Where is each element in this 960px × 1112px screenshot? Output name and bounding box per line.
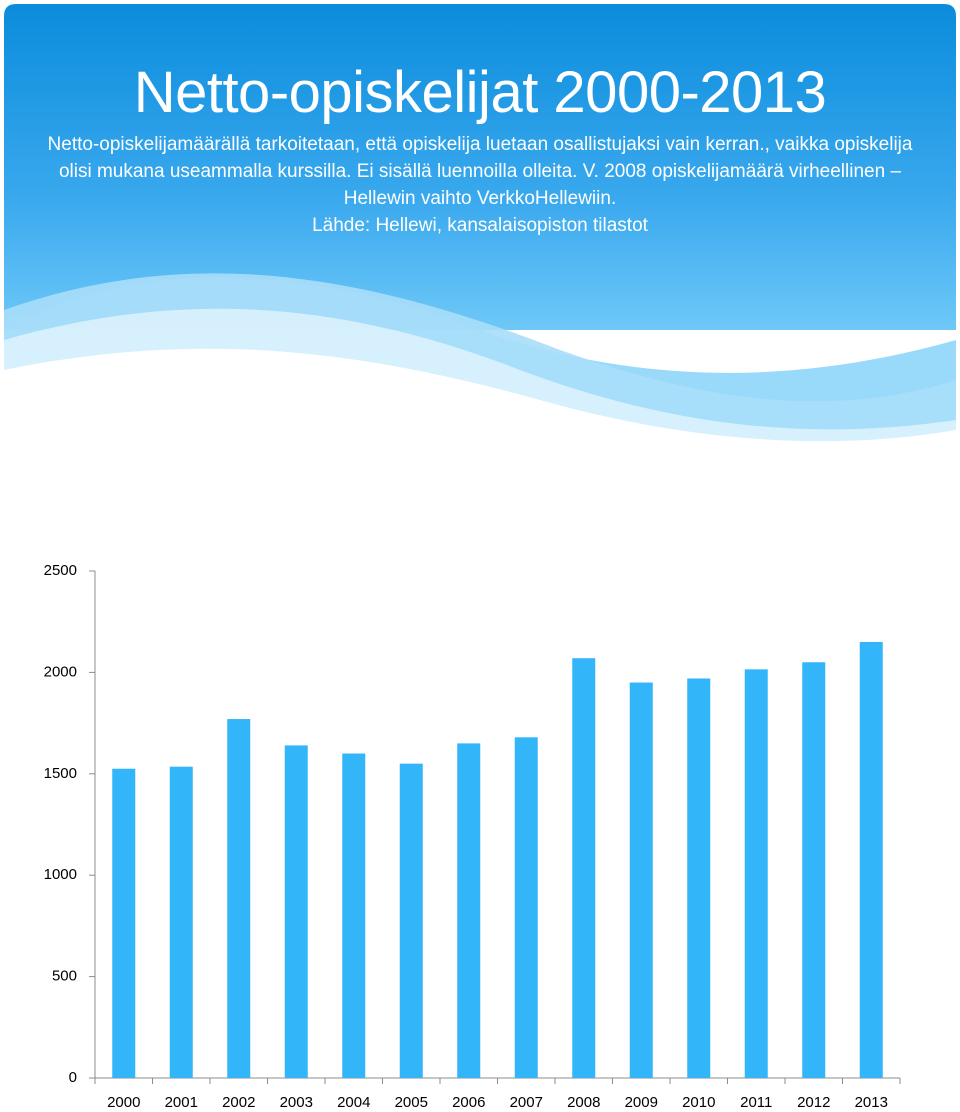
x-tick-label: 2008 bbox=[567, 1094, 600, 1111]
bar bbox=[399, 763, 423, 1078]
x-tick-label: 2000 bbox=[107, 1094, 140, 1111]
bar bbox=[284, 745, 308, 1078]
y-tick-label: 500 bbox=[52, 968, 77, 985]
bar bbox=[169, 766, 193, 1078]
chart-title: Netto-opiskelijat 2000-2013 bbox=[133, 60, 827, 125]
x-tick-label: 2009 bbox=[625, 1094, 658, 1111]
bar bbox=[629, 682, 653, 1078]
bar bbox=[227, 719, 251, 1078]
y-tick-label: 2500 bbox=[44, 562, 77, 579]
bar bbox=[514, 737, 538, 1078]
bar bbox=[112, 768, 136, 1078]
x-tick-label: 2013 bbox=[855, 1094, 888, 1111]
x-tick-label: 2001 bbox=[165, 1094, 198, 1111]
bar bbox=[342, 753, 366, 1078]
bar bbox=[457, 743, 481, 1078]
bar bbox=[859, 641, 883, 1078]
x-tick-label: 2006 bbox=[452, 1094, 485, 1111]
y-tick-label: 1000 bbox=[44, 866, 77, 883]
x-tick-label: 2003 bbox=[280, 1094, 313, 1111]
bar bbox=[687, 678, 711, 1078]
x-tick-label: 2010 bbox=[682, 1094, 715, 1111]
y-tick-label: 1500 bbox=[44, 765, 77, 782]
bar bbox=[744, 669, 768, 1078]
bar bbox=[572, 658, 596, 1078]
x-tick-label: 2005 bbox=[395, 1094, 428, 1111]
bar bbox=[802, 662, 826, 1078]
x-tick-label: 2011 bbox=[740, 1094, 772, 1111]
x-tick-label: 2007 bbox=[510, 1094, 543, 1111]
chart-subtitle: Netto-opiskelijamäärällä tarkoitetaan, e… bbox=[47, 134, 913, 209]
chart-source: Lähde: Hellewi, kansalaisopiston tilasto… bbox=[312, 215, 648, 236]
x-tick-label: 2002 bbox=[222, 1094, 255, 1111]
x-tick-label: 2012 bbox=[797, 1094, 830, 1111]
y-tick-label: 0 bbox=[69, 1069, 77, 1086]
x-tick-label: 2004 bbox=[337, 1094, 370, 1111]
y-tick-label: 2000 bbox=[44, 663, 77, 680]
